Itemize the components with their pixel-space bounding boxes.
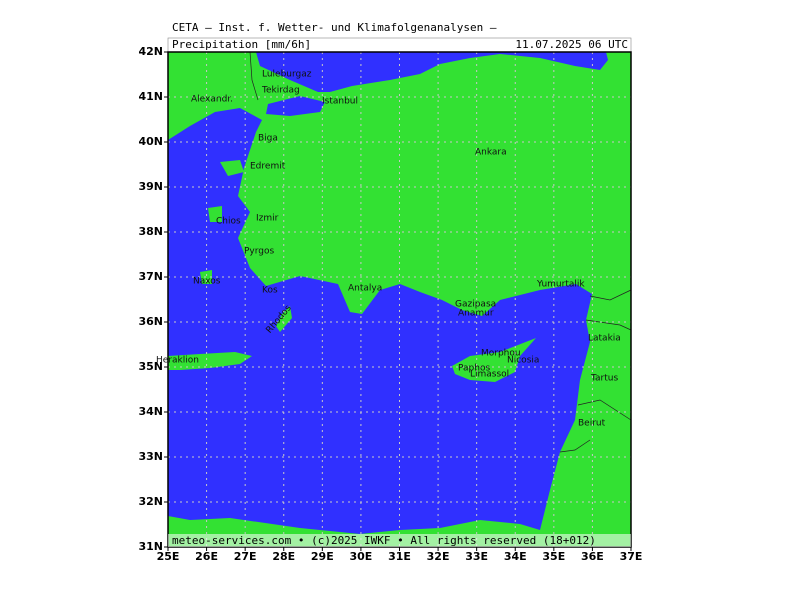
city-label: Morphou bbox=[481, 349, 521, 359]
header-title: CETA — Inst. f. Wetter- und Klimafolgena… bbox=[172, 21, 497, 34]
city-label: Chios bbox=[216, 217, 241, 227]
city-label: Edremit bbox=[250, 162, 286, 172]
map-area bbox=[167, 51, 632, 548]
lon-label: 30E bbox=[350, 550, 373, 563]
lat-label: 42N bbox=[138, 45, 163, 58]
lon-label: 37E bbox=[620, 550, 643, 563]
border bbox=[577, 399, 632, 421]
lesbos bbox=[220, 160, 244, 176]
lat-label: 39N bbox=[138, 180, 163, 193]
city-label: Latakia bbox=[588, 334, 621, 344]
lon-label: 26E bbox=[195, 550, 218, 563]
city-label: Istanbul bbox=[322, 97, 358, 107]
city-label: Alexandr. bbox=[191, 95, 233, 105]
border bbox=[589, 289, 632, 301]
city-label: Biga bbox=[258, 134, 278, 144]
lat-label: 35N bbox=[138, 360, 163, 373]
city-label: Tekirdag bbox=[261, 86, 300, 96]
city-label: Anamur bbox=[458, 309, 494, 319]
footer-box bbox=[168, 534, 631, 547]
lon-label: 34E bbox=[504, 550, 527, 563]
lat-label: 33N bbox=[138, 450, 163, 463]
city-label: Ankara bbox=[475, 148, 507, 158]
lon-label: 27E bbox=[234, 550, 257, 563]
city-label: Limassol bbox=[470, 370, 509, 380]
city-label: Pyrgos bbox=[244, 247, 275, 257]
lon-label: 32E bbox=[427, 550, 450, 563]
border bbox=[585, 319, 632, 331]
city-label: Kos bbox=[262, 286, 278, 296]
lon-label: 36E bbox=[581, 550, 604, 563]
footer: meteo-services.com • (c)2025 IWKF • All … bbox=[172, 534, 596, 547]
rhodes bbox=[276, 306, 292, 332]
crete bbox=[168, 352, 252, 370]
city-label: Beirut bbox=[578, 419, 606, 429]
lat-label: 32N bbox=[138, 495, 163, 508]
city-label: Antalya bbox=[348, 284, 382, 294]
lat-label: 37N bbox=[138, 270, 163, 283]
lon-label: 28E bbox=[272, 550, 295, 563]
sea-of-marmara bbox=[266, 96, 325, 116]
border bbox=[249, 51, 259, 101]
grid bbox=[168, 52, 631, 547]
city-label: Gazipasa bbox=[455, 300, 496, 310]
city-label: Heraklion bbox=[156, 356, 199, 366]
border bbox=[559, 439, 591, 453]
city-label: Paphos bbox=[458, 364, 490, 374]
lat-label: 41N bbox=[138, 90, 163, 103]
lon-label: 31E bbox=[388, 550, 411, 563]
product-label: Precipitation [mm/6h] bbox=[172, 38, 311, 51]
lat-label: 34N bbox=[138, 405, 163, 418]
city-label: Naxos bbox=[193, 277, 221, 287]
lat-label: 40N bbox=[138, 135, 163, 148]
lon-label: 29E bbox=[311, 550, 334, 563]
city-label: Yumurtalik bbox=[536, 280, 585, 290]
lat-label: 31N bbox=[138, 540, 163, 553]
city-label: Nicosia bbox=[507, 356, 539, 366]
lon-label: 25E bbox=[157, 550, 180, 563]
valid-time: 11.07.2025 06 UTC bbox=[515, 38, 628, 51]
black-sea bbox=[256, 52, 608, 92]
lon-label: 33E bbox=[465, 550, 488, 563]
lon-label: 35E bbox=[542, 550, 565, 563]
city-label: Izmir bbox=[256, 214, 279, 224]
mediterranean bbox=[168, 108, 592, 534]
lat-label: 36N bbox=[138, 315, 163, 328]
city-label: Tartus bbox=[590, 374, 618, 384]
chios bbox=[208, 206, 222, 222]
lat-label: 38N bbox=[138, 225, 163, 238]
city-label: Luleburgaz bbox=[262, 70, 312, 80]
